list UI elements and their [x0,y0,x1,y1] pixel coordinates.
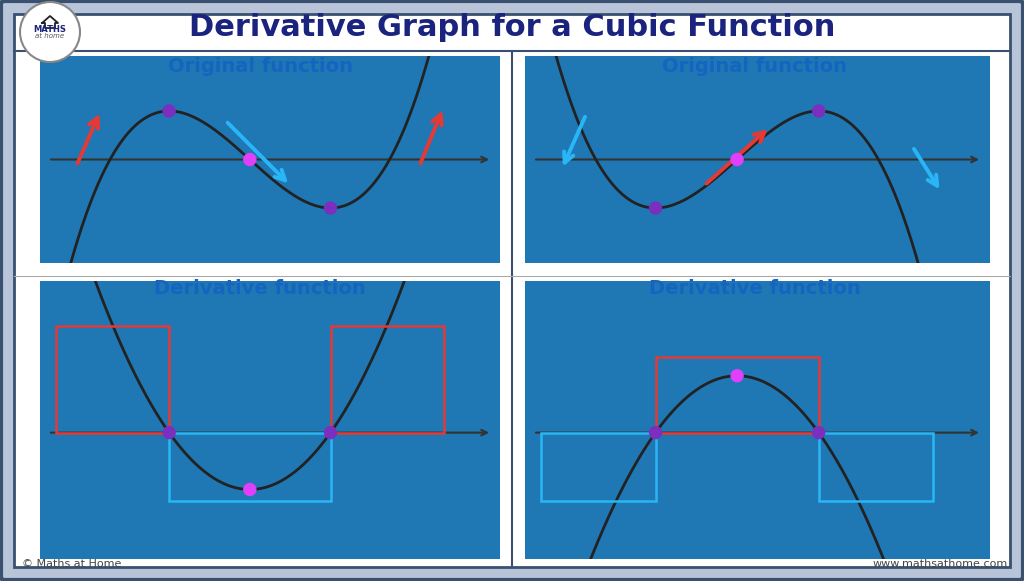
Text: at home: at home [36,33,65,39]
Circle shape [813,105,824,117]
Text: www.mathsathome.com: www.mathsathome.com [872,559,1008,569]
Circle shape [163,426,175,439]
Circle shape [731,370,743,382]
Bar [331,327,443,433]
Circle shape [163,105,175,117]
Circle shape [325,426,337,439]
Circle shape [325,202,337,214]
Bar [40,56,500,263]
Bar [40,281,500,559]
Bar [542,433,655,501]
Text: © Maths at Home: © Maths at Home [22,559,122,569]
Bar [655,357,818,433]
Text: Original function: Original function [168,56,352,76]
Circle shape [813,426,824,439]
Circle shape [731,153,743,166]
Bar [525,56,990,263]
Text: Derivative function: Derivative function [155,279,366,299]
Text: Original function: Original function [663,56,848,76]
Circle shape [244,153,256,166]
Bar [56,327,169,433]
Text: Derivative function: Derivative function [649,279,861,299]
Bar [169,433,331,501]
Bar [525,281,990,559]
Circle shape [649,426,662,439]
Bar [818,433,933,501]
Circle shape [649,202,662,214]
Circle shape [20,2,80,62]
Text: MATHS: MATHS [34,24,67,34]
Text: Derivative Graph for a Cubic Function: Derivative Graph for a Cubic Function [188,13,836,42]
Circle shape [244,483,256,496]
